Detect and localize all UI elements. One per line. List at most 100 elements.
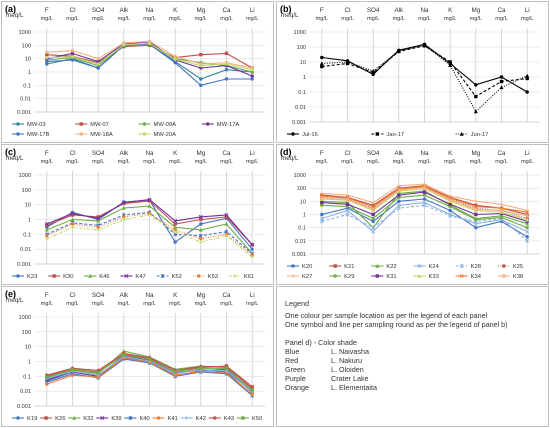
y-tick-label: 0.01 (295, 239, 306, 245)
data-point (422, 185, 427, 190)
y-tick-label: 1000 (294, 173, 306, 179)
series-mw-20a (45, 41, 254, 72)
param-header: Li (525, 150, 530, 157)
y-tick-label: 0.01 (20, 247, 31, 253)
param-header: Cl (345, 150, 351, 157)
data-point (198, 227, 203, 232)
data-point (128, 416, 133, 420)
chart-svg: meq/L 1000 100 10 1 0.1 0.01 0.001 Fmg/L Cl mg/L SO… (6, 292, 265, 422)
legend-label: Jan-17 (386, 132, 404, 138)
data-point (333, 264, 337, 268)
data-point (147, 357, 152, 362)
data-point (345, 208, 350, 213)
param-header: F (320, 7, 324, 14)
param-header: K (448, 150, 453, 157)
param-header: F (45, 7, 49, 14)
y-tick-label: 0.001 (17, 110, 31, 116)
y-tick-label: 10 (300, 60, 306, 66)
legend-item: MW-18A (75, 132, 113, 138)
data-point (142, 122, 147, 126)
legend-item: K47 (120, 273, 146, 280)
data-point (70, 213, 75, 217)
legend-label: K39 (111, 416, 121, 422)
data-point (371, 229, 376, 234)
chart-svg: meq/L 1000 100 10 1 0.1 0.01 0.001 Fmg/L Cl mg/L SO… (6, 150, 265, 280)
data-point (45, 382, 49, 386)
data-point (250, 247, 254, 251)
data-point (371, 216, 375, 221)
param-unit: mg/L (316, 16, 328, 22)
data-point (156, 416, 161, 420)
param-header: Ca (497, 7, 506, 14)
legend-item: Jun-17 (455, 131, 488, 138)
data-point (250, 67, 254, 72)
param-header: Alk (119, 7, 129, 14)
data-point (173, 222, 177, 226)
data-point (375, 132, 380, 136)
data-point (473, 109, 478, 114)
legend-label: K53 (208, 274, 218, 280)
data-point (199, 63, 203, 68)
data-point (70, 217, 75, 222)
param-header: K (448, 7, 453, 14)
legend-label: MW-17A (217, 122, 240, 128)
y-axis-label: meq/L (281, 12, 299, 19)
data-point (224, 215, 229, 219)
y-axis-label: meq/L (281, 155, 299, 162)
data-point (417, 263, 422, 269)
param-unit: mg/L (418, 159, 430, 165)
legend-label: K27 (302, 274, 312, 280)
data-point (422, 43, 427, 47)
y-tick-label: 0.1 (23, 232, 31, 238)
param-unit: mg/L (246, 16, 258, 22)
data-point (70, 368, 75, 372)
param-header: Mg (471, 150, 480, 157)
legend-label: K29 (344, 274, 354, 280)
param-unit: mg/L (195, 16, 207, 22)
param-unit: mg/L (418, 16, 430, 22)
data-point (224, 213, 229, 218)
data-point (397, 199, 401, 204)
legend-label: K41 (168, 416, 178, 422)
param-unit: mg/L (470, 16, 482, 22)
data-point (474, 83, 478, 87)
data-point (70, 211, 75, 216)
legend-item: K19 (12, 416, 37, 422)
param-unit: mg/L (169, 16, 181, 22)
data-point (121, 200, 126, 205)
data-point (96, 228, 100, 232)
legend-label: K47 (135, 274, 145, 280)
data-point (70, 48, 75, 53)
data-point (474, 218, 478, 222)
data-point (44, 416, 48, 420)
legend-label: K22 (386, 264, 396, 270)
legend-item: K34 (455, 273, 482, 280)
legend-item: K38 (497, 274, 523, 280)
data-point (88, 273, 93, 278)
data-point (371, 219, 375, 224)
legend-label: K61 (244, 274, 254, 280)
data-point (250, 74, 254, 78)
data-point (422, 193, 427, 197)
data-point (499, 202, 504, 206)
legend-title: Legend (285, 299, 309, 308)
data-point (320, 191, 324, 196)
data-point (70, 373, 75, 377)
param-unit: mg/L (470, 159, 482, 165)
series-k61 (45, 213, 254, 259)
data-point (224, 221, 229, 226)
data-point (184, 416, 189, 420)
legend-label: MW-07 (90, 122, 109, 128)
data-point (525, 76, 529, 81)
data-point (525, 235, 529, 239)
data-point (173, 225, 178, 229)
data-point (319, 216, 324, 221)
data-point (448, 60, 452, 64)
data-point (173, 60, 177, 65)
data-point (96, 59, 100, 64)
data-point (70, 222, 75, 226)
legend-item: K42 (180, 416, 206, 422)
data-point (320, 200, 324, 205)
data-point (199, 217, 203, 222)
param-header: Alk (119, 150, 129, 157)
